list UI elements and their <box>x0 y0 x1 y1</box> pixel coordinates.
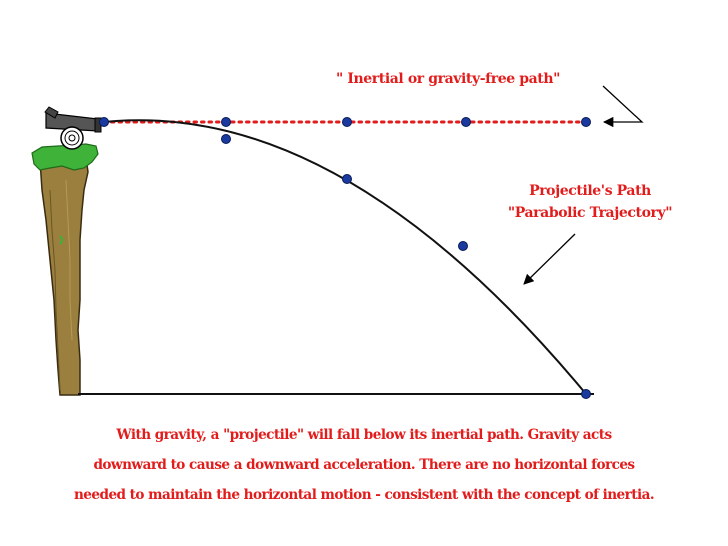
projectile-path-subtitle: "Parabolic Trajectory" <box>507 205 673 221</box>
inertial-dots <box>99 117 591 127</box>
inertial-pointer-arrow <box>602 85 644 128</box>
caption-line-1: With gravity, a "projectile" will fall b… <box>116 427 612 443</box>
inertial-path-label: " Inertial or gravity-free path" <box>336 71 561 87</box>
caption-line-2: downward to cause a downward acceleratio… <box>93 457 635 473</box>
inertial-dot <box>342 117 352 127</box>
trajectory-dots <box>221 134 591 399</box>
explanation-caption: With gravity, a "projectile" will fall b… <box>0 420 728 510</box>
caption-line-3: needed to maintain the horizontal motion… <box>73 487 655 503</box>
inertial-dot <box>461 117 471 127</box>
trajectory-curve <box>103 119 587 395</box>
inertial-dot <box>581 117 591 127</box>
inertial-dot <box>99 117 109 127</box>
cannon-icon <box>44 106 102 150</box>
trajectory-dot <box>458 241 468 251</box>
projectile-path-title: Projectile's Path <box>529 183 651 199</box>
trajectory-dot <box>342 174 352 184</box>
trajectory-dot <box>581 389 591 399</box>
projectile-path-label: Projectile's Path "Parabolic Trajectory" <box>470 180 710 224</box>
trajectory-dot <box>221 134 231 144</box>
inertial-dot <box>221 117 231 127</box>
projectile-pointer-arrow <box>523 233 576 285</box>
cliff-icon <box>31 143 99 396</box>
